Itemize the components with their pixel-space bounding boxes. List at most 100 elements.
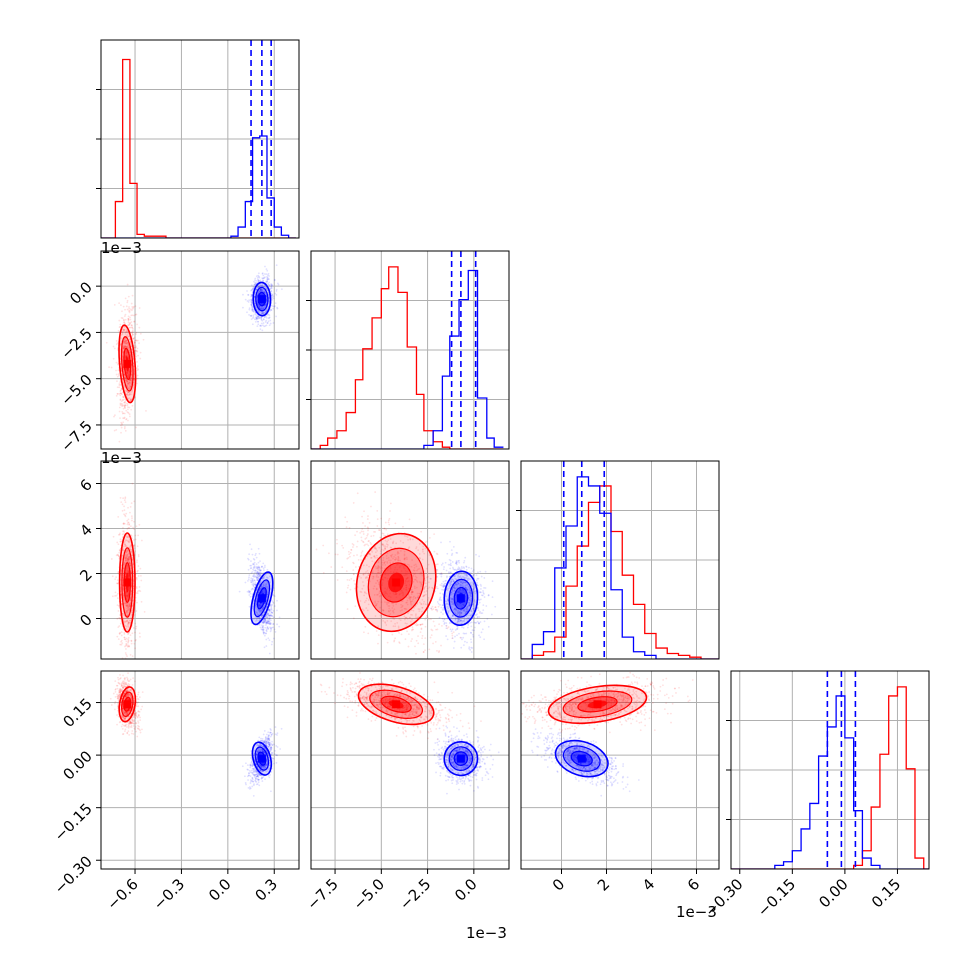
- scatter-point: [133, 320, 136, 323]
- scatter-point: [133, 660, 135, 662]
- scatter-point: [119, 398, 122, 401]
- scatter-point: [264, 583, 266, 586]
- scatter-point: [127, 332, 130, 335]
- scatter-point: [403, 558, 406, 561]
- scatter-point: [124, 376, 127, 379]
- scatter-point: [465, 584, 468, 586]
- scatter-point: [315, 548, 318, 551]
- scatter-point: [124, 539, 127, 542]
- scatter-point: [409, 598, 411, 600]
- scatter-point: [118, 632, 121, 635]
- scatter-point: [252, 563, 254, 566]
- scatter-point: [255, 282, 258, 284]
- scatter-point: [265, 576, 268, 579]
- scatter-point: [255, 576, 258, 579]
- scatter-point: [268, 619, 270, 622]
- scatter-point: [266, 277, 269, 280]
- scatter-point: [384, 622, 387, 624]
- scatter-point: [263, 619, 266, 621]
- scatter-point: [254, 281, 256, 284]
- scatter-point: [253, 284, 256, 286]
- scatter-point: [128, 391, 131, 394]
- scatter-point: [261, 290, 264, 292]
- scatter-point: [261, 312, 264, 315]
- scatter-point: [349, 551, 352, 554]
- scatter-point: [133, 320, 136, 323]
- scatter-point: [261, 306, 264, 309]
- scatter-point: [126, 553, 129, 556]
- scatter-point: [268, 614, 270, 617]
- scatter-point: [451, 634, 454, 637]
- scatter-point: [442, 613, 444, 615]
- scatter-point: [377, 561, 380, 564]
- scatter-point: [123, 330, 125, 333]
- scatter-point: [260, 284, 263, 287]
- scatter-point: [259, 571, 261, 574]
- scatter-point: [406, 599, 409, 602]
- scatter-point: [124, 591, 127, 594]
- scatter-point: [463, 604, 465, 607]
- scatter-point: [479, 591, 482, 593]
- scatter-point: [271, 294, 274, 297]
- scatter-point: [130, 544, 132, 547]
- scatter-point: [394, 522, 397, 525]
- scatter-point: [257, 576, 260, 579]
- scatter-point: [249, 564, 252, 567]
- scatter-point: [416, 592, 419, 595]
- scatter-point: [441, 617, 444, 620]
- scatter-point: [273, 595, 276, 598]
- scatter-point: [385, 528, 388, 531]
- scatter-point: [256, 294, 259, 297]
- scatter-point: [336, 579, 339, 581]
- scatter-point: [367, 515, 369, 517]
- scatter-point: [256, 296, 258, 299]
- scatter-point: [407, 563, 410, 566]
- scatter-point: [121, 423, 124, 426]
- scatter-point: [133, 346, 136, 348]
- scatter-point: [121, 603, 123, 606]
- scatter-point: [376, 580, 379, 582]
- scatter-point: [123, 374, 126, 377]
- scatter-point: [451, 589, 454, 592]
- scatter-point: [268, 324, 271, 327]
- scatter-point: [121, 405, 124, 408]
- scatter-point: [265, 630, 268, 633]
- scatter-point: [123, 345, 126, 348]
- scatter-point: [131, 305, 134, 308]
- scatter-point: [255, 611, 258, 614]
- scatter-point: [467, 589, 469, 592]
- scatter-point: [381, 543, 384, 546]
- scatter-point: [252, 287, 254, 290]
- scatter-point: [272, 322, 275, 324]
- scatter-point: [248, 574, 251, 576]
- scatter-point: [336, 538, 338, 541]
- scatter-point: [341, 544, 344, 547]
- scatter-point: [126, 371, 129, 374]
- scatter-point: [398, 566, 401, 569]
- scatter-point: [257, 292, 260, 294]
- scatter-point: [135, 627, 137, 630]
- scatter-point: [125, 354, 127, 357]
- scatter-point: [463, 581, 465, 584]
- scatter-point: [261, 591, 264, 594]
- scatter-point: [428, 648, 431, 651]
- scatter-point: [415, 546, 418, 548]
- scatter-point: [127, 603, 130, 606]
- scatter-point: [252, 568, 254, 571]
- scatter-point: [126, 614, 128, 617]
- scatter-point: [252, 585, 255, 587]
- scatter-point: [450, 579, 453, 582]
- scatter-point: [126, 393, 129, 395]
- scatter-point: [129, 316, 131, 319]
- scatter-point: [246, 290, 248, 292]
- scatter-point: [400, 603, 402, 606]
- scatter-point: [433, 625, 436, 627]
- scatter-point: [121, 377, 124, 380]
- scatter-point: [124, 339, 127, 342]
- scatter-point: [129, 326, 132, 329]
- scatter-point: [128, 379, 131, 382]
- scatter-point: [362, 540, 364, 543]
- scatter-point: [406, 617, 409, 620]
- scatter-point: [247, 568, 250, 571]
- scatter-point: [125, 653, 128, 656]
